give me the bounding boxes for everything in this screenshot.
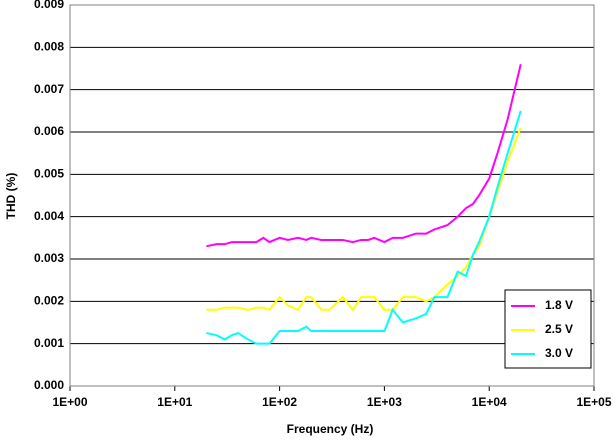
y-tick-label: 0.005 [34,167,64,181]
y-tick-label: 0.007 [34,82,64,96]
x-tick-label: 1E+05 [576,395,611,409]
legend-label: 3.0 V [545,346,573,360]
y-tick-label: 0.001 [34,336,64,350]
x-tick-label: 1E+01 [157,395,192,409]
y-tick-label: 0.000 [34,378,64,392]
y-tick-label: 0.002 [34,294,64,308]
x-tick-label: 1E+03 [367,395,402,409]
legend-label: 2.5 V [545,322,573,336]
x-tick-label: 1E+00 [52,395,87,409]
plot-border [69,4,595,387]
series-line [206,64,522,248]
legend-label: 1.8 V [545,298,573,312]
x-tick-label: 1E+04 [472,395,507,409]
x-tick-label: 1E+02 [262,395,297,409]
y-tick-label: 0.004 [34,209,64,223]
y-tick-label: 0.003 [34,251,64,265]
y-tick-label: 0.006 [34,124,64,138]
x-axis-label: Frequency (Hz) [287,422,374,436]
y-tick-label: 0.008 [34,40,64,54]
y-tick-label: 0.009 [34,0,64,11]
series-line [206,127,522,312]
series-line [206,110,522,345]
y-axis-label: THD (%) [4,173,18,220]
